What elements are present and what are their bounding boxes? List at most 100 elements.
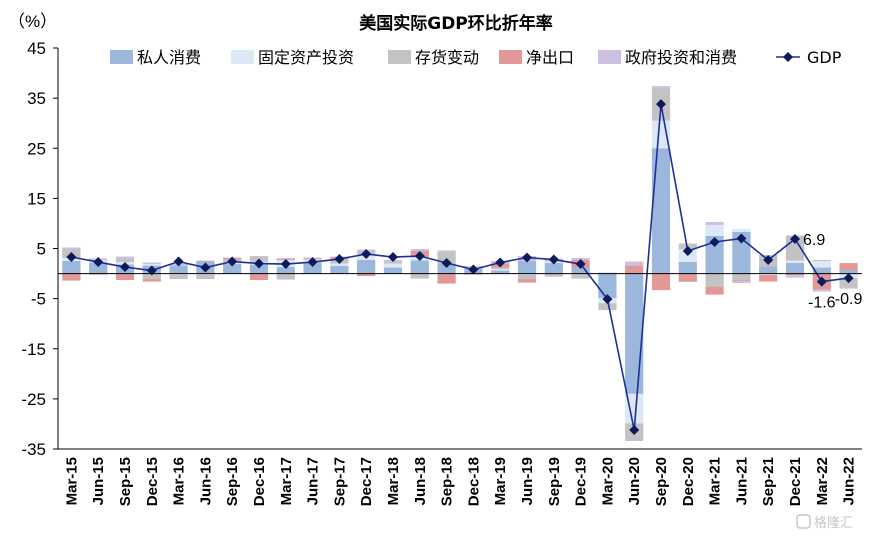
bar-series-1-mar-21: [705, 224, 724, 236]
gdp-point-jun-21: [736, 233, 747, 244]
bar-series-3-dec-16: [249, 273, 269, 281]
gdp-point-jun-16: [200, 262, 211, 273]
y-axis: 45 35 25 15 5 -5 -15 -25 -35: [21, 39, 59, 459]
bar-series-2-mar-16: [169, 274, 188, 280]
y-tick-label: 45: [27, 39, 46, 58]
x-tick-label-mar-18: Mar-18: [385, 457, 402, 505]
bar-series-4-sep-15: [115, 256, 135, 259]
x-tick-label-mar-15: Mar-15: [63, 457, 80, 505]
x-tick-label-jun-22: Jun-22: [841, 457, 858, 505]
bar-series-0-jun-20: [625, 273, 644, 394]
y-tick-label: 25: [27, 139, 46, 158]
bar-series-4-jun-21: [732, 281, 751, 284]
gdp-point-sep-20: [656, 99, 666, 110]
bar-series-0-mar-19: [491, 270, 510, 274]
bar-series-0-mar-22: [812, 267, 831, 274]
bar-series-0-dec-21: [785, 263, 805, 274]
gdp-point-mar-17: [280, 259, 291, 270]
bar-series-2-sep-15: [115, 258, 135, 263]
x-tick-label-dec-19: Dec-19: [573, 457, 590, 506]
gdp-point-sep-15: [120, 262, 130, 273]
bar-series-0-jun-15: [89, 262, 108, 274]
y-tick-label: 35: [27, 89, 46, 108]
bar-series-0-jun-17: [303, 262, 322, 274]
bar-series-0-dec-20: [678, 262, 697, 274]
x-tick-label-jun-15: Jun-15: [90, 457, 107, 505]
bar-series-0-mar-21: [705, 235, 724, 274]
bar-series-2-dec-15: [142, 273, 161, 280]
bar-series-0-mar-18: [383, 267, 403, 274]
y-tick-label: -15: [21, 340, 46, 359]
gdp-line: [71, 103, 849, 431]
bar-series-1-mar-19: [491, 269, 510, 271]
gdp-point-sep-17: [334, 254, 345, 265]
bar-series-2-mar-19: [491, 267, 510, 270]
bar-series-0-jun-22: [839, 270, 858, 274]
bar-series-3-jun-15: [89, 273, 108, 275]
x-tick-label-dec-15: Dec-15: [144, 457, 161, 506]
bar-series-2-jun-18: [410, 273, 429, 279]
watermark-logo-icon: [796, 514, 811, 529]
bar-series-3-sep-18: [437, 274, 456, 284]
bar-series-1-dec-21: [785, 260, 805, 264]
bar-series-3-sep-20: [651, 273, 671, 291]
bar-series-2-mar-17: [276, 273, 295, 280]
bar-series-3-jun-16: [196, 261, 215, 262]
bar-series-1-mar-16: [169, 273, 188, 275]
x-axis: Mar-15 Jun-15 Sep-15 Dec-15 Mar-16 Jun-16 Sep-…: [58, 273, 862, 506]
legend-label-4: 政府投资和消费: [625, 48, 737, 67]
y-tick-label: 15: [27, 189, 46, 208]
gdp-point-jun-20: [629, 424, 640, 435]
bar-series-4-mar-22: [812, 289, 831, 292]
bar-series-group: [62, 86, 858, 441]
bar-series-2-mar-18: [383, 262, 403, 264]
x-tick-label-dec-16: Dec-16: [251, 457, 268, 506]
legend: 私人消费 固定资产投资 存货变动 净出口 政府投资和消费 GDP: [110, 48, 842, 67]
gdp-point-mar-22: [816, 276, 827, 287]
bar-series-1-sep-17: [330, 263, 349, 267]
bar-series-3-jun-21: [732, 280, 751, 282]
bar-series-0-jun-18: [410, 260, 429, 274]
bar-series-3-sep-21: [759, 275, 778, 282]
bar-series-3-mar-15: [62, 273, 81, 281]
bar-series-1-jun-21: [732, 228, 751, 232]
x-tick-label-sep-16: Sep-16: [224, 457, 241, 506]
legend-label-2: 存货变动: [415, 48, 479, 67]
gdp-point-sep-21: [763, 255, 774, 266]
bar-series-2-jun-21: [732, 273, 751, 281]
bar-series-4-jun-16: [196, 260, 215, 262]
legend-swatch-0: [110, 50, 133, 64]
x-tick-label-sep-18: Sep-18: [439, 457, 456, 506]
bar-series-1-sep-20: [651, 120, 671, 149]
bar-series-4-sep-20: [651, 86, 671, 88]
gdp-point-dec-18: [468, 264, 479, 275]
x-tick-label-dec-21: Dec-21: [787, 457, 804, 506]
bar-series-3-dec-20: [678, 273, 697, 282]
gdp-point-jun-17: [307, 257, 318, 268]
gdp-point-mar-21: [709, 236, 720, 247]
gdp-point-jun-22: [843, 273, 854, 284]
gdp-point-mar-20: [602, 294, 613, 305]
bar-series-0-sep-17: [330, 266, 349, 274]
bar-series-0-jun-19: [517, 261, 537, 274]
bar-series-3-dec-21: [785, 273, 805, 276]
bar-series-2-sep-19: [544, 273, 563, 277]
y-tick-label: -5: [31, 290, 46, 309]
bar-series-0-mar-17: [276, 267, 295, 274]
bar-series-0-mar-16: [169, 266, 188, 274]
bar-series-1-mar-18: [383, 263, 403, 268]
gdp-point-mar-16: [173, 256, 184, 267]
data-label-dec-21: 6.9: [803, 232, 825, 249]
bar-series-4-mar-15: [62, 247, 81, 250]
legend-label-1: 固定资产投资: [258, 48, 354, 67]
bar-series-4-jun-22: [839, 287, 858, 289]
gdp-point-sep-19: [548, 254, 559, 265]
gdp-point-jun-19: [522, 252, 532, 263]
data-label-jun-22: -0.9: [835, 291, 863, 308]
bar-series-0-sep-18: [437, 263, 456, 274]
x-tick-label-sep-15: Sep-15: [117, 457, 134, 506]
data-label-mar-22: -1.6: [808, 295, 836, 312]
x-tick-label-sep-17: Sep-17: [331, 457, 348, 506]
gdp-line-group: [66, 99, 854, 435]
